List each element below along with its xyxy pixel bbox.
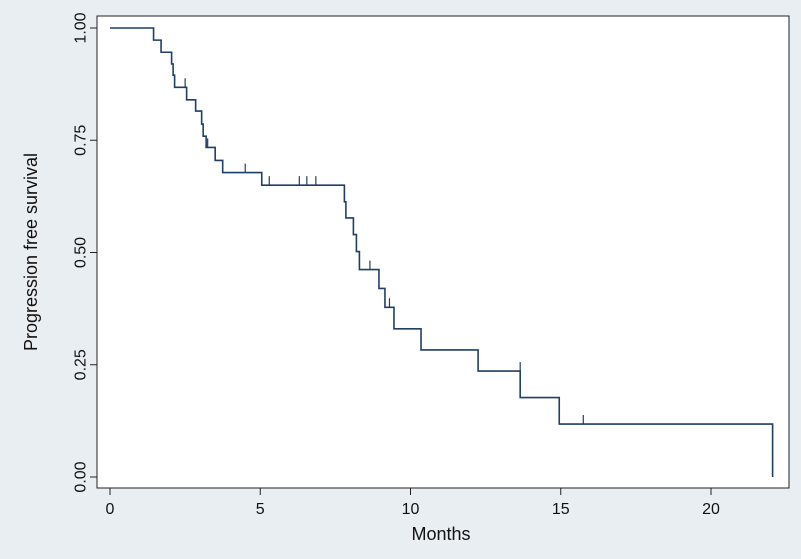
y-axis: 0.00 0.25 0.50 0.75 1.00	[73, 12, 97, 493]
y-tick-label: 0.75	[73, 125, 90, 156]
x-tick-label: 5	[256, 501, 265, 518]
y-tick-label: 0.50	[73, 237, 90, 268]
survival-step-line	[110, 27, 774, 477]
x-tick-label: 20	[702, 501, 720, 518]
y-tick-label: 0.00	[73, 461, 90, 492]
x-tick-label: 0	[106, 501, 115, 518]
x-tick-label: 15	[552, 501, 570, 518]
survival-curve	[110, 27, 774, 477]
y-axis-title: Progression free survival	[21, 153, 41, 351]
y-tick-label: 0.25	[73, 349, 90, 380]
x-axis-title: Months	[411, 524, 470, 544]
y-tick-label: 1.00	[73, 12, 90, 43]
x-axis: 0 5 10 15 20	[106, 488, 720, 518]
x-tick-label: 10	[402, 501, 420, 518]
plot-area	[96, 15, 790, 489]
